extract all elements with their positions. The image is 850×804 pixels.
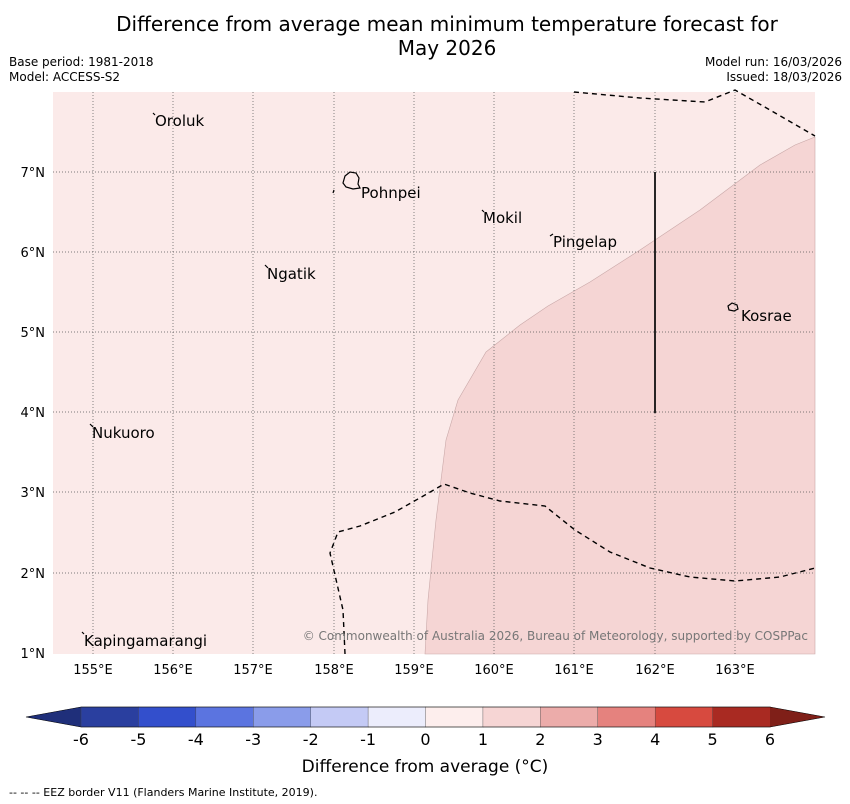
colorbar-segment	[425, 706, 484, 728]
colorbar-tick-label: 5	[707, 730, 717, 749]
place-pohnpei: Pohnpei	[361, 184, 421, 202]
islands	[81, 112, 739, 635]
colorbar-tick-label: 2	[535, 730, 545, 749]
colorbar-segment	[654, 706, 714, 728]
lon-label-159e: 159°E	[394, 663, 434, 678]
colorbar-segment	[712, 706, 771, 728]
colorbar-tick-label: -5	[130, 730, 146, 749]
colorbar-high-extend	[770, 707, 825, 727]
lon-label-162e: 162°E	[635, 663, 675, 678]
colorbar-segments	[80, 706, 771, 728]
copyright-text: © Commonwealth of Australia 2026, Bureau…	[303, 629, 808, 643]
lon-label-163e: 163°E	[715, 663, 755, 678]
colorbar-low-extend	[26, 707, 81, 727]
eez-borders	[329, 89, 816, 655]
place-ngatik: Ngatik	[267, 265, 316, 283]
model-run-text: Model run: 16/03/2026	[704, 55, 842, 69]
kosrae-outline	[727, 302, 739, 312]
lon-label-160e: 160°E	[474, 663, 514, 678]
lat-label-4n: 4°N	[21, 406, 46, 421]
meta-right: Model run: 16/03/2026 Issued: 18/03/2026	[705, 55, 842, 85]
footnote-eez: -- -- -- EEZ border V11 (Flanders Marine…	[9, 786, 318, 799]
title-line-1: Difference from average mean minimum tem…	[116, 12, 778, 36]
colorbar-tick-label: 0	[420, 730, 430, 749]
title-line-2: May 2026	[397, 36, 497, 60]
colorbar-outline	[25, 706, 826, 728]
colorbar-tick-label: -4	[188, 730, 204, 749]
colorbar: -6 -5 -4 -3 -2 -1 0 1 2 3 4 5 6	[25, 706, 826, 749]
oroluk-reef	[152, 112, 156, 116]
eez-border-north	[573, 89, 816, 137]
mokil-reef	[481, 209, 485, 213]
colorbar-segment	[80, 706, 140, 728]
pohnpei-outline	[342, 171, 361, 190]
lon-label-155e: 155°E	[73, 663, 113, 678]
colorbar-tick-label: 4	[650, 730, 660, 749]
lat-label-5n: 5°N	[21, 326, 46, 341]
model-text: Model: ACCESS-S2	[9, 70, 121, 84]
lon-label-161e: 161°E	[554, 663, 594, 678]
colorbar-segment	[482, 706, 542, 728]
colorbar-segment	[367, 706, 427, 728]
colorbar-segment	[597, 706, 656, 728]
lat-label-7n: 7°N	[21, 166, 46, 181]
base-period-text: Base period: 1981-2018	[9, 55, 154, 69]
nukuoro-reef	[89, 423, 94, 428]
colorbar-title: Difference from average (°C)	[301, 757, 549, 777]
place-kosrae: Kosrae	[741, 307, 792, 325]
colorbar-segment	[310, 706, 369, 728]
pohnpei-islet	[332, 189, 335, 194]
lat-label-3n: 3°N	[21, 486, 46, 501]
issued-text: Issued: 18/03/2026	[726, 70, 842, 84]
lon-label-158e: 158°E	[314, 663, 354, 678]
ngatik-reef	[264, 264, 269, 269]
lat-label-6n: 6°N	[21, 246, 46, 261]
colorbar-tick-label: -6	[73, 730, 89, 749]
colorbar-segment	[195, 706, 254, 728]
colorbar-tick-label: 6	[765, 730, 775, 749]
anomaly-band-1-2	[424, 136, 816, 655]
place-oroluk: Oroluk	[155, 112, 204, 130]
colorbar-tick-label: -2	[303, 730, 319, 749]
colorbar-segment	[138, 706, 197, 728]
place-kapingamarangi: Kapingamarangi	[84, 632, 207, 650]
colorbar-tick-label: -1	[360, 730, 376, 749]
place-pingelap: Pingelap	[553, 233, 617, 251]
place-mokil: Mokil	[483, 209, 522, 227]
colorbar-segment	[253, 706, 312, 728]
colorbar-tick-label: -3	[245, 730, 261, 749]
eez-border-south	[329, 483, 816, 655]
chart-title: Difference from average mean minimum tem…	[0, 12, 850, 60]
lon-label-157e: 157°E	[233, 663, 273, 678]
meta-left: Base period: 1981-2018 Model: ACCESS-S2	[9, 55, 154, 85]
colorbar-tick-label: 1	[478, 730, 488, 749]
colorbar-tick-label: 3	[593, 730, 603, 749]
lon-label-156e: 156°E	[153, 663, 193, 678]
kapingamarangi-reef	[81, 631, 85, 635]
lat-label-1n: 1°N	[21, 647, 46, 662]
place-nukuoro: Nukuoro	[92, 424, 155, 442]
lat-label-2n: 2°N	[21, 567, 46, 582]
colorbar-segment	[540, 706, 599, 728]
pingelap-reef	[549, 233, 554, 237]
colorbar-tick-labels: -6 -5 -4 -3 -2 -1 0 1 2 3 4 5 6	[73, 730, 775, 749]
